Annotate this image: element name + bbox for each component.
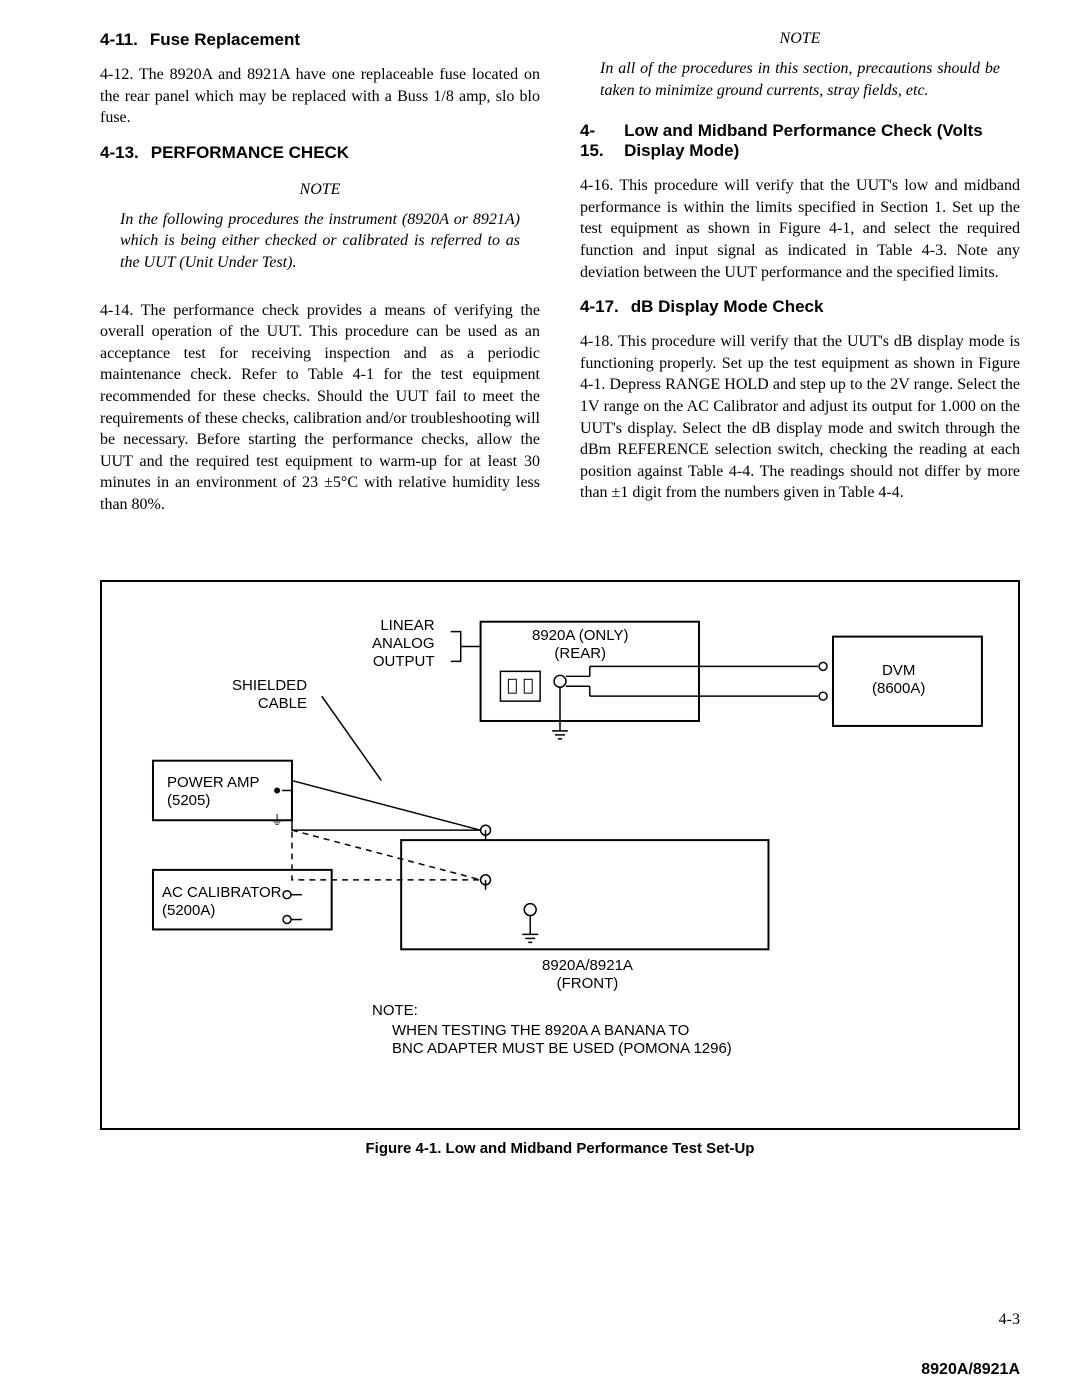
heading-4-15: 4-15. Low and Midband Performance Check … (580, 121, 1020, 161)
paragraph-4-14: 4-14. The performance check provides a m… (100, 300, 540, 516)
figure-note-label: NOTE: (372, 1002, 418, 1020)
heading-number: 4-11. (100, 30, 138, 50)
paragraph-4-18: 4-18. This procedure will verify that th… (580, 331, 1020, 504)
page-number: 4-3 (999, 1311, 1020, 1329)
label-power-amp: POWER AMP (5205) (167, 774, 260, 810)
two-column-layout: 4-11. Fuse Replacement 4-12. The 8920A a… (100, 30, 1020, 530)
heading-title: Fuse Replacement (150, 30, 300, 50)
heading-number: 4-17. (580, 297, 619, 317)
figure-caption: Figure 4-1. Low and Midband Performance … (100, 1140, 1020, 1157)
heading-title: PERFORMANCE CHECK (151, 143, 349, 163)
heading-number: 4-13. (100, 143, 139, 163)
note-body: In all of the procedures in this section… (600, 58, 1000, 101)
heading-4-11: 4-11. Fuse Replacement (100, 30, 540, 50)
paragraph-4-12: 4-12. The 8920A and 8921A have one repla… (100, 64, 540, 129)
heading-4-17: 4-17. dB Display Mode Check (580, 297, 1020, 317)
heading-title: Low and Midband Performance Check (Volts… (624, 121, 1020, 161)
label-shielded-cable: SHIELDED CABLE (232, 677, 307, 713)
label-8920a-only-rear: 8920A (ONLY) (REAR) (532, 627, 628, 663)
note-label: NOTE (100, 181, 540, 199)
label-ac-calibrator: AC CALIBRATOR (5200A) (162, 884, 281, 920)
figure-4-1-box: ⏚ LINEAR ANALOG OUTPUT 8920A (ONLY) (REA… (100, 580, 1020, 1130)
right-column: NOTE In all of the procedures in this se… (580, 30, 1020, 530)
left-column: 4-11. Fuse Replacement 4-12. The 8920A a… (100, 30, 540, 530)
note-body: In the following procedures the instrume… (120, 209, 520, 274)
figure-note-body: WHEN TESTING THE 8920A A BANANA TO BNC A… (392, 1022, 732, 1058)
heading-title: dB Display Mode Check (631, 297, 824, 317)
label-linear-analog-output: LINEAR ANALOG OUTPUT (372, 617, 435, 671)
heading-4-13: 4-13. PERFORMANCE CHECK (100, 143, 540, 163)
label-8920a-front: 8920A/8921A (FRONT) (542, 957, 633, 993)
paragraph-4-16: 4-16. This procedure will verify that th… (580, 175, 1020, 283)
heading-number: 4-15. (580, 121, 612, 161)
footer-model: 8920A/8921A (921, 1361, 1020, 1379)
note-label: NOTE (580, 30, 1020, 48)
label-dvm: DVM (8600A) (872, 662, 925, 698)
